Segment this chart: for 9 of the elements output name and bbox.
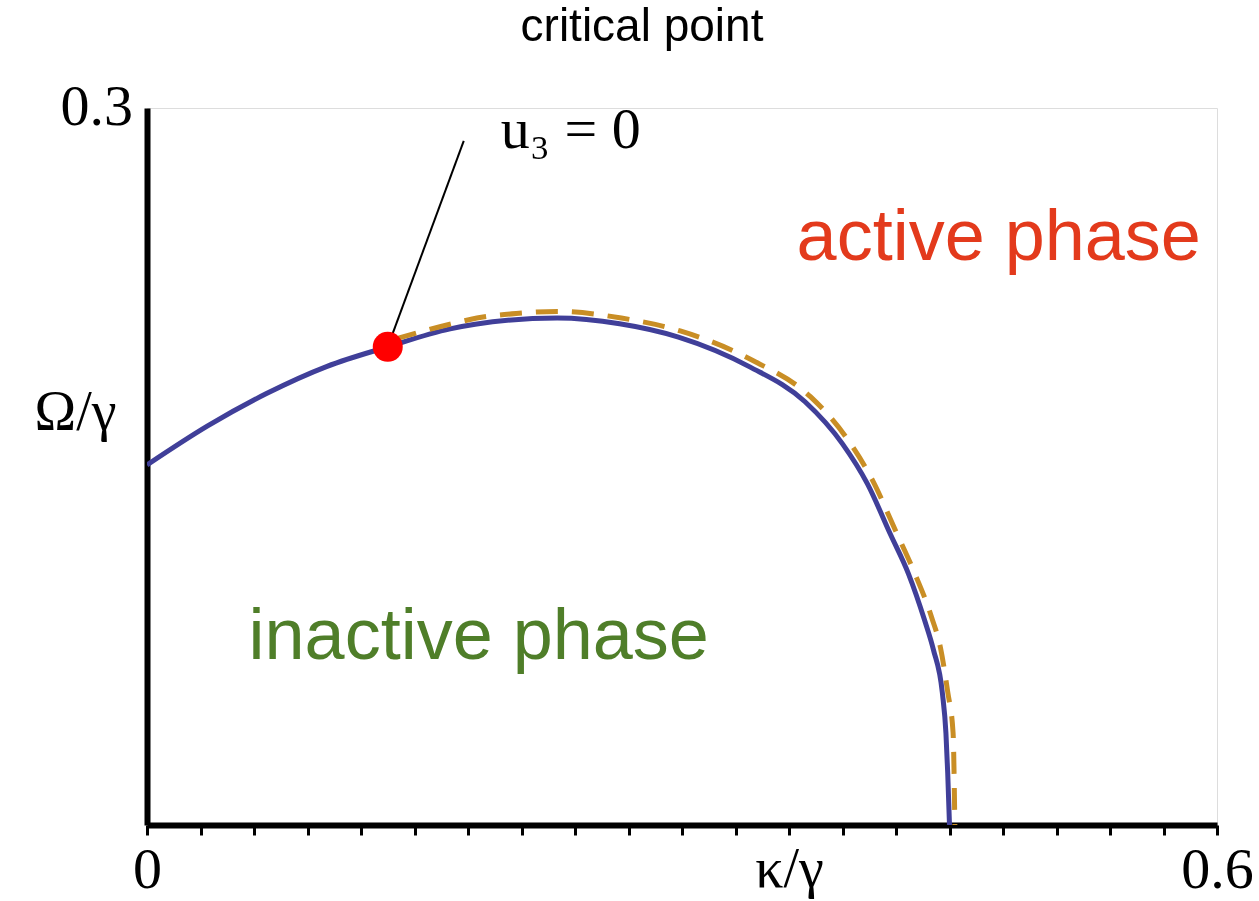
text: active phase xyxy=(796,194,1201,275)
x-axis-title: κ/γ xyxy=(755,836,824,899)
annotation: u₃ = 0 xyxy=(500,95,641,161)
y-axis-title: Ω/γ xyxy=(34,380,117,443)
chart-title: critical point xyxy=(520,0,764,51)
text: 0.3 xyxy=(60,73,133,138)
x-tick-label: 0.6 xyxy=(1181,835,1254,901)
x-tick-label: 0 xyxy=(133,835,162,901)
annotation: inactive phase xyxy=(248,594,709,675)
